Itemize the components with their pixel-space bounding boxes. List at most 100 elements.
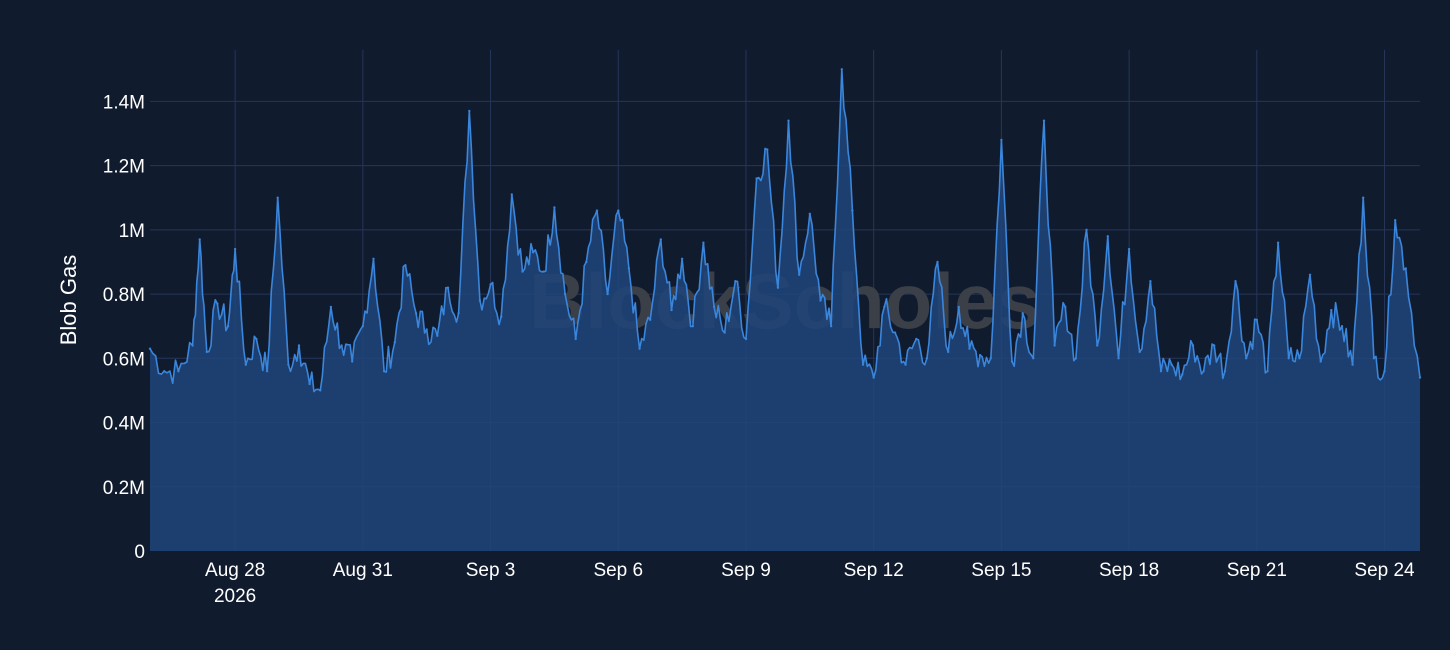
data-point <box>198 238 201 241</box>
data-point <box>712 305 716 309</box>
data-point <box>216 302 219 305</box>
data-point <box>649 318 652 321</box>
data-point <box>205 350 208 354</box>
data-point <box>1351 363 1354 366</box>
data-point <box>883 305 886 309</box>
data-point <box>1234 280 1237 283</box>
data-point <box>1042 119 1046 122</box>
series-line <box>149 68 1421 393</box>
data-point <box>393 341 396 344</box>
data-point <box>702 241 705 244</box>
x-tick-label: Sep 21 <box>1227 560 1287 581</box>
data-point <box>819 299 822 302</box>
y-tick-label: 0.8M <box>103 285 145 306</box>
data-point <box>947 350 950 354</box>
data-point <box>691 325 694 328</box>
data-point <box>585 260 588 264</box>
data-point <box>1308 273 1312 276</box>
data-point <box>1298 357 1301 360</box>
data-point <box>872 376 875 379</box>
data-point <box>255 337 258 341</box>
data-point <box>638 347 641 350</box>
data-point <box>1032 357 1035 360</box>
data-point <box>1053 344 1056 347</box>
data-point <box>1085 228 1088 231</box>
data-point <box>1096 344 1099 347</box>
series-area-fill <box>150 69 1420 552</box>
y-tick-label: 1.4M <box>103 92 145 113</box>
data-point <box>191 344 194 347</box>
data-point <box>329 305 333 309</box>
data-point <box>627 267 631 270</box>
data-point <box>1159 370 1163 373</box>
data-point <box>808 212 811 215</box>
data-point <box>1276 241 1280 244</box>
data-point <box>776 286 780 289</box>
data-point <box>606 292 609 296</box>
data-point <box>1074 357 1078 360</box>
data-point <box>1202 370 1205 373</box>
data-point <box>1181 373 1184 376</box>
x-tick-label: Sep 24 <box>1354 560 1415 581</box>
data-point <box>226 325 230 328</box>
data-point <box>680 257 684 260</box>
x-tick-label: Sep 6 <box>593 560 643 581</box>
data-point <box>489 283 492 286</box>
data-point <box>361 325 364 328</box>
x-tick-label: Sep 3 <box>466 560 516 581</box>
data-point <box>798 273 801 276</box>
data-point <box>478 299 482 302</box>
data-point <box>978 353 982 357</box>
data-point <box>617 209 620 212</box>
x-tick-label: Aug 31 <box>333 560 393 581</box>
data-point <box>287 363 290 366</box>
data-point <box>723 331 726 334</box>
data-point <box>1127 247 1131 251</box>
data-point <box>915 337 918 341</box>
data-point <box>163 370 166 373</box>
data-point <box>1404 267 1408 270</box>
data-point <box>1245 357 1248 360</box>
data-point <box>1213 344 1216 347</box>
data-point <box>989 357 992 360</box>
data-point <box>595 209 599 212</box>
x-tick-label: Aug 28 <box>205 560 265 581</box>
data-point <box>840 68 843 71</box>
y-tick-label: 0.2M <box>103 478 145 499</box>
data-point <box>904 363 907 366</box>
data-point <box>734 280 737 283</box>
data-point <box>1170 363 1173 366</box>
data-point <box>1223 370 1227 373</box>
data-point <box>968 347 971 350</box>
y-tick-label: 0.6M <box>103 349 145 370</box>
data-point <box>1149 280 1152 283</box>
data-point <box>1191 344 1195 347</box>
data-point <box>244 363 247 366</box>
data-point <box>553 206 556 209</box>
data-point <box>457 312 460 315</box>
data-point <box>148 347 152 350</box>
data-point <box>1330 308 1333 312</box>
data-point <box>319 389 322 392</box>
data-point <box>574 337 577 341</box>
data-point <box>404 264 407 267</box>
data-point <box>1138 350 1141 354</box>
data-point <box>425 328 428 331</box>
y-tick-label: 0 <box>134 542 145 563</box>
data-point <box>659 238 662 241</box>
x-tick-label: Sep 15 <box>971 560 1031 581</box>
data-point <box>1394 219 1397 222</box>
data-point <box>787 119 790 122</box>
data-point <box>308 382 311 386</box>
data-point <box>233 247 237 251</box>
data-point <box>436 334 439 337</box>
data-point <box>1000 138 1003 142</box>
data-point <box>446 286 450 289</box>
x-tick-label: Sep 18 <box>1099 560 1159 581</box>
data-point <box>521 270 524 273</box>
data-point <box>893 331 897 334</box>
data-point <box>468 109 471 113</box>
data-point <box>1064 305 1067 309</box>
